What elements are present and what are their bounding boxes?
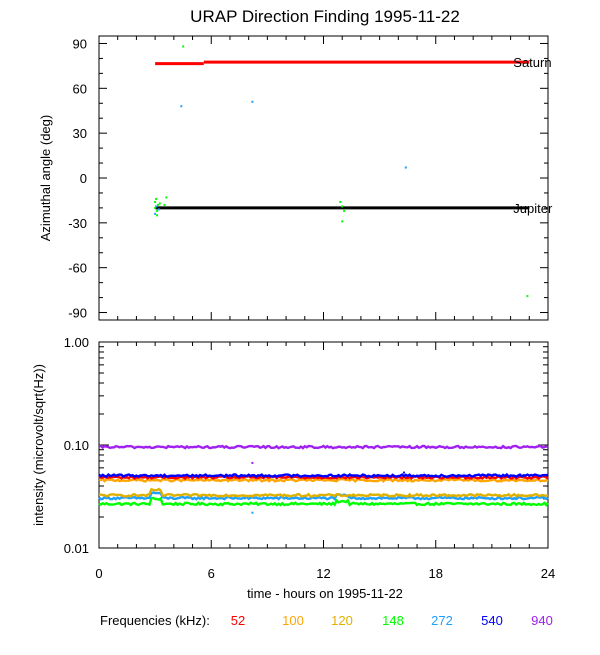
legend-label: Frequencies (kHz): [100, 613, 210, 628]
bottom-ylabel: intensity (microvolt/sqrt(Hz)) [31, 364, 46, 526]
series-line-120 [99, 487, 549, 499]
bottom-panel: 1.00 0.10 0.01 0 6 12 18 24 intensity (microvo… [31, 335, 555, 601]
scatter-point [182, 45, 185, 48]
scatter-point [339, 200, 342, 203]
top-reference-lines: Saturn Jupiter [155, 55, 553, 216]
series-line-148 [98, 496, 549, 507]
scatter-point [154, 200, 157, 203]
chart-title: URAP Direction Finding 1995-11-22 [190, 7, 460, 26]
scatter-point [158, 202, 161, 205]
legend-item-272: 272 [431, 613, 453, 628]
bottom-xlabel: time - hours on 1995-11-22 [247, 586, 403, 601]
scatter-point [155, 214, 158, 217]
top-ytick-label: 0 [80, 171, 87, 186]
legend-item-540: 540 [481, 613, 503, 628]
scatter-point [163, 203, 166, 206]
scatter-point [165, 196, 168, 199]
scatter-point [341, 220, 344, 223]
top-ytick-label: 90 [73, 36, 87, 51]
series-line-540 [98, 472, 549, 479]
scatter-point [343, 209, 346, 212]
bottom-ytick-label: 0.01 [64, 541, 89, 556]
bottom-xtick-labels: 0 6 12 18 24 [95, 566, 555, 581]
top-ytick-label: 30 [73, 126, 87, 141]
top-ytick-label: -30 [68, 216, 87, 231]
bottom-xtick-label: 18 [429, 566, 443, 581]
top-ytick-label: 60 [73, 81, 87, 96]
scatter-point [154, 206, 157, 209]
reference-label-saturn: Saturn [513, 55, 551, 70]
legend-items: 52 100 120 148 272 540 940 [231, 613, 553, 628]
top-ylabel: Azimuthal angle (deg) [38, 115, 53, 241]
series-line-272 [98, 491, 549, 501]
scatter-point [180, 105, 183, 108]
series-outlier-point [251, 461, 254, 464]
top-plot-frame [98, 35, 549, 321]
frequency-legend: Frequencies (kHz): 52 100 120 148 272 540 940 [100, 613, 553, 628]
bottom-series-lines [98, 444, 549, 514]
top-scatter-points [154, 45, 529, 298]
scatter-point [155, 209, 158, 212]
series-line-940 [98, 444, 549, 450]
scatter-point [156, 203, 159, 206]
legend-item-120: 120 [331, 613, 353, 628]
top-ticks [98, 36, 549, 320]
reference-label-jupiter: Jupiter [513, 201, 553, 216]
bottom-xtick-label: 6 [208, 566, 215, 581]
scatter-point [404, 166, 407, 169]
scatter-point [251, 100, 254, 103]
bottom-ytick-label: 0.10 [64, 438, 89, 453]
legend-item-940: 940 [531, 613, 553, 628]
legend-item-52: 52 [231, 613, 245, 628]
top-ytick-labels: 90 60 30 0 -30 -60 -90 [68, 36, 87, 320]
legend-item-148: 148 [382, 613, 404, 628]
scatter-point [526, 295, 529, 298]
scatter-point [341, 205, 344, 208]
scatter-point [155, 197, 158, 200]
bottom-ytick-labels: 1.00 0.10 0.01 [64, 335, 89, 556]
series-outlier-point [251, 511, 254, 514]
bottom-xtick-label: 0 [95, 566, 102, 581]
legend-item-100: 100 [282, 613, 304, 628]
series-outlier-point [402, 471, 405, 474]
bottom-xtick-label: 24 [541, 566, 555, 581]
scatter-point [154, 212, 157, 215]
top-ytick-label: -90 [68, 306, 87, 321]
top-ytick-label: -60 [68, 261, 87, 276]
bottom-ytick-label: 1.00 [64, 335, 89, 350]
series-line-100 [98, 477, 549, 484]
scatter-point [155, 205, 158, 208]
top-panel: 90 60 30 0 -30 -60 -90 Saturn Jupiter Azimuthal… [38, 35, 553, 321]
scatter-point [157, 208, 160, 211]
bottom-xtick-label: 12 [316, 566, 330, 581]
